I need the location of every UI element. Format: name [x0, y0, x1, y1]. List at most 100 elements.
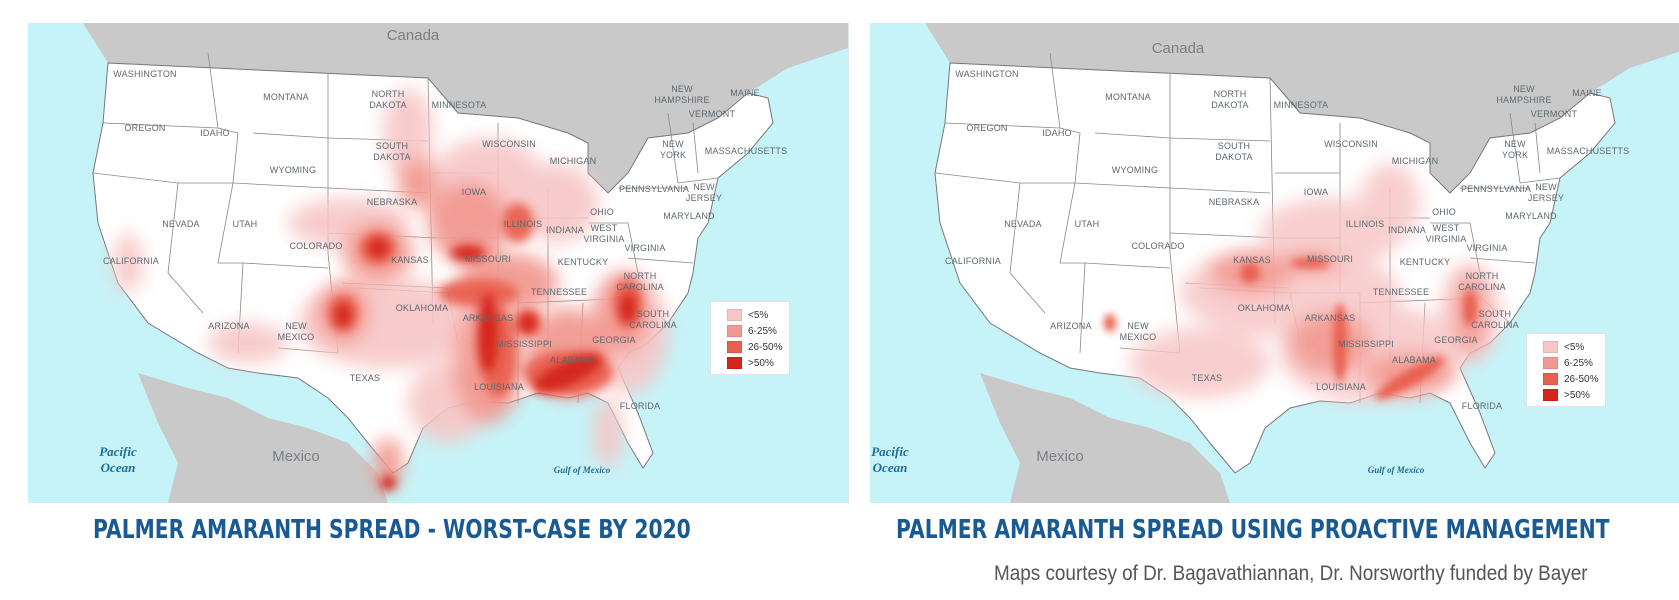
mexico-land	[980, 373, 1230, 503]
legend-label: <5%	[748, 309, 769, 321]
state-label: YORK	[1502, 150, 1528, 160]
state-label: ILLINOIS	[1346, 219, 1385, 229]
state-label: WYOMING	[270, 165, 316, 175]
state-label: NEW	[1535, 182, 1557, 192]
map-worst-case: Canada Mexico Pacific Ocean Gulf of Mexi…	[28, 23, 849, 503]
legend-swatch	[1543, 341, 1558, 353]
state-label: KENTUCKY	[558, 257, 609, 267]
state-label: NEW	[671, 84, 693, 94]
state-label: WISCONSIN	[1324, 139, 1378, 149]
state-label: ALABAMA	[1392, 355, 1436, 365]
state-label: DAKOTA	[1215, 152, 1253, 162]
state-label: KENTUCKY	[1400, 257, 1451, 267]
state-label: HAMPSHIRE	[1496, 95, 1551, 105]
state-label: WYOMING	[1112, 165, 1158, 175]
state-label: DAKOTA	[1211, 100, 1249, 110]
state-label: NEBRASKA	[367, 197, 418, 207]
mexico-label: Mexico	[272, 448, 320, 465]
canada-label: Canada	[1152, 40, 1205, 57]
heat-layer	[113, 88, 668, 491]
state-label: IDAHO	[1042, 128, 1072, 138]
state-label: VIRGINIA	[624, 243, 665, 253]
state-label: NORTH	[1466, 271, 1499, 281]
state-label: OHIO	[1432, 207, 1456, 217]
state-label: WASHINGTON	[955, 69, 1019, 79]
canada-land	[925, 23, 1679, 193]
state-label: ARIZONA	[208, 321, 249, 331]
state-label: MISSOURI	[1307, 254, 1353, 264]
legend-label: 26-50%	[748, 341, 783, 353]
legend-label: >50%	[748, 357, 774, 369]
state-label: WASHINGTON	[113, 69, 177, 79]
state-label: MASSACHUSETTS	[1547, 146, 1630, 156]
legend-swatch	[727, 357, 742, 369]
state-label: VIRGINIA	[583, 234, 624, 244]
state-label: MAINE	[1572, 88, 1602, 98]
state-label: WEST	[1433, 223, 1460, 233]
state-label: MASSACHUSETTS	[705, 146, 788, 156]
state-label: GEORGIA	[592, 335, 635, 345]
legend-item: 6-25%	[1543, 356, 1593, 370]
state-label: OHIO	[590, 207, 614, 217]
state-label: MISSOURI	[465, 254, 511, 264]
state-label: VIRGINIA	[1466, 243, 1507, 253]
legend-label: <5%	[1564, 341, 1585, 353]
legend-item: >50%	[727, 356, 774, 370]
pacific-label: Pacific	[99, 444, 137, 459]
map-title-worst-case: PALMER AMARANTH SPREAD - WORST-CASE BY 2…	[93, 515, 691, 545]
legend-item: <5%	[727, 308, 768, 322]
state-label: LOUISIANA	[1316, 382, 1366, 392]
state-label: MICHIGAN	[550, 156, 597, 166]
state-label: MINNESOTA	[432, 100, 487, 110]
legend-label: >50%	[1564, 389, 1590, 401]
state-label: NEBRASKA	[1209, 197, 1260, 207]
state-label: YORK	[660, 150, 686, 160]
legend-label: 6-25%	[1564, 357, 1593, 369]
state-label: VIRGINIA	[1425, 234, 1466, 244]
state-label: PENNSYLVANIA	[619, 184, 689, 194]
legend: <5% 6-25% 26-50% >50%	[1526, 333, 1606, 407]
state-label: COLORADO	[1131, 241, 1184, 251]
state-label: SOUTH	[637, 309, 670, 319]
state-label: CAROLINA	[1458, 282, 1506, 292]
state-label: OREGON	[124, 123, 165, 133]
state-label: SOUTH	[1218, 141, 1251, 151]
state-label: ARKANSAS	[1305, 313, 1356, 323]
state-label: WISCONSIN	[482, 139, 536, 149]
state-label: OREGON	[966, 123, 1007, 133]
legend-label: 6-25%	[748, 325, 777, 337]
state-labels: WASHINGTON OREGON CALIFORNIA NEVADA IDAH…	[945, 69, 1629, 411]
state-label: JERSEY	[686, 193, 722, 203]
legend-swatch	[727, 309, 742, 321]
legend: <5% 6-25% 26-50% >50%	[710, 301, 790, 375]
state-label: NEW	[693, 182, 715, 192]
gulf-label: Gulf of Mexico	[554, 465, 611, 475]
state-label: OKLAHOMA	[396, 303, 449, 313]
state-label: MARYLAND	[1505, 211, 1557, 221]
state-label: SOUTH	[1479, 309, 1512, 319]
state-label: NORTH	[624, 271, 657, 281]
credit-text: Maps courtesy of Dr. Bagavathiannan, Dr.…	[994, 562, 1588, 585]
state-label: MARYLAND	[663, 211, 715, 221]
state-label: MISSISSIPPI	[496, 339, 552, 349]
ocean-label: Ocean	[873, 460, 908, 475]
state-label: WEST	[591, 223, 618, 233]
gulf-label: Gulf of Mexico	[1368, 465, 1425, 475]
state-label: NEW	[285, 321, 307, 331]
state-label: LOUISIANA	[474, 382, 524, 392]
pacific-label: Pacific	[871, 444, 909, 459]
state-label: TENNESSEE	[1373, 287, 1429, 297]
legend-item: <5%	[1543, 340, 1584, 354]
state-labels: WASHINGTON OREGON CALIFORNIA NEVADA IDAH…	[103, 69, 787, 411]
state-label: OKLAHOMA	[1238, 303, 1291, 313]
state-label: ARIZONA	[1050, 321, 1091, 331]
state-label: MINNESOTA	[1274, 100, 1329, 110]
state-label: CAROLINA	[629, 320, 677, 330]
state-label: INDIANA	[1388, 225, 1426, 235]
state-label: VERMONT	[689, 109, 736, 119]
legend-label: 26-50%	[1564, 373, 1599, 385]
map-proactive-svg: Canada Mexico Pacific Ocean Gulf of Mexi…	[871, 23, 1679, 503]
state-label: ARKANSAS	[463, 313, 514, 323]
state-label: MICHIGAN	[1392, 156, 1439, 166]
map-proactive: Canada Mexico Pacific Ocean Gulf of Mexi…	[870, 23, 1679, 503]
